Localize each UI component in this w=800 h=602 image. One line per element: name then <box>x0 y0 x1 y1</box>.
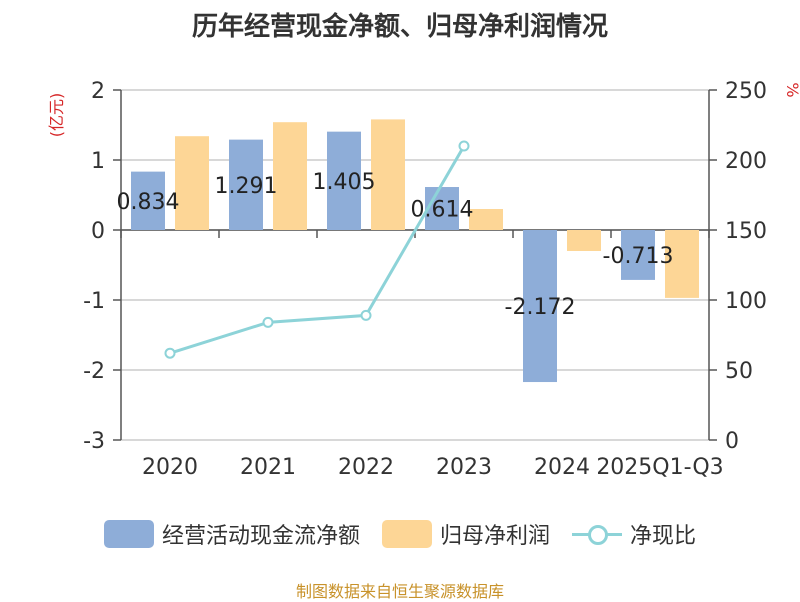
y-tick-label: 2 <box>91 79 105 104</box>
y2-tick-label: 100 <box>725 289 767 314</box>
legend-label-ratio: 净现比 <box>630 524 697 549</box>
bar-profit <box>273 122 307 230</box>
y-tick-label: 0 <box>91 219 105 244</box>
bar-profit <box>371 119 405 230</box>
y-tick-label: -1 <box>83 289 105 314</box>
legend-item-ratio[interactable]: 净现比 <box>572 518 696 550</box>
bar-cash <box>229 139 263 230</box>
line-ratio <box>169 145 466 355</box>
legend-swatch-cash <box>103 520 154 548</box>
y2-tick-label: 50 <box>725 359 753 384</box>
y2-tick-label: 0 <box>725 429 739 454</box>
y-tick-label: -2 <box>83 359 105 384</box>
y-axis-title: (亿元) <box>47 93 66 138</box>
legend-item-profit[interactable]: 归母净利润 <box>381 518 550 550</box>
bar-profit <box>469 209 503 230</box>
x-tick-label: 2021 <box>240 455 296 480</box>
point-ratio <box>262 316 274 328</box>
data-label-cash: 0.834 <box>117 190 180 215</box>
bar-cash <box>621 230 655 280</box>
legend-swatch-ratio <box>572 520 622 548</box>
legend-item-cash[interactable]: 经营活动现金流净额 <box>103 518 360 550</box>
point-ratio <box>360 309 372 321</box>
x-tick-label: 2025Q1-Q3 <box>596 455 723 480</box>
bar-profit <box>175 136 209 230</box>
data-label-cash: 1.405 <box>313 170 376 195</box>
legend: 经营活动现金流净额 归母净利润 净现比 <box>0 518 800 550</box>
legend-swatch-profit <box>381 520 432 548</box>
point-ratio <box>458 140 470 152</box>
y-tick-label: -3 <box>83 429 105 454</box>
chart-title: 历年经营现金净额、归母净利润情况 <box>191 12 608 42</box>
y2-axis-title: % <box>783 82 800 97</box>
legend-label-cash: 经营活动现金流净额 <box>161 524 360 549</box>
data-label-cash: -2.172 <box>505 295 576 320</box>
y2-tick-label: 150 <box>725 219 767 244</box>
source-note: 制图数据来自恒生聚源数据库 <box>295 582 504 601</box>
x-tick-label: 2020 <box>142 455 198 480</box>
point-ratio <box>164 347 176 359</box>
bar-cash <box>425 187 459 230</box>
y2-tick-label: 250 <box>725 79 767 104</box>
bar-profit <box>665 230 699 298</box>
bar-cash <box>131 171 165 230</box>
x-tick-label: 2024 <box>534 455 590 480</box>
bar-cash <box>327 131 361 230</box>
bar-cash <box>523 230 557 383</box>
data-label-cash: 0.614 <box>411 198 474 223</box>
bar-profit <box>567 230 601 251</box>
x-tick-label: 2022 <box>338 455 394 480</box>
legend-label-profit: 归母净利润 <box>439 524 550 549</box>
data-label-cash: -0.713 <box>603 244 674 269</box>
y2-tick-label: 200 <box>725 149 767 174</box>
y-tick-label: 1 <box>91 149 105 174</box>
x-tick-label: 2023 <box>436 455 492 480</box>
data-label-cash: 1.291 <box>215 174 278 199</box>
